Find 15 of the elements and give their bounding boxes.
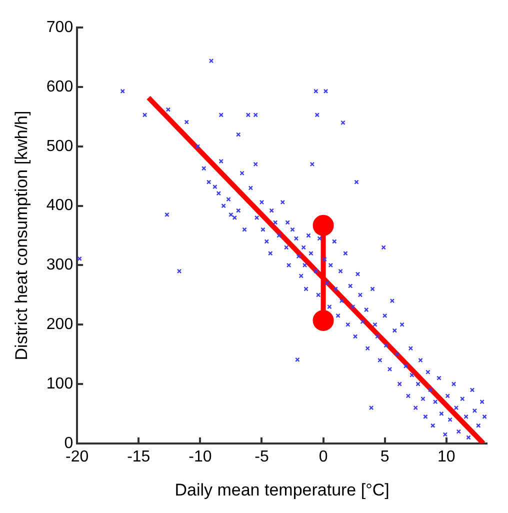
y-tick-label: 700: [46, 19, 74, 36]
x-tick-label: -10: [188, 448, 212, 466]
x-tick-label: 10: [437, 448, 456, 466]
y-tick-label: 200: [46, 316, 74, 334]
y-tick-label: 300: [46, 256, 74, 274]
x-tick-label: -15: [127, 448, 150, 466]
y-axis-title: District heat consumption [kwh/h]: [12, 110, 31, 360]
y-tick-label: 500: [46, 138, 74, 155]
y-tick-label: 400: [46, 197, 74, 214]
x-tick-label: 0: [318, 448, 328, 466]
x-axis-title: Daily mean temperature [°C]: [174, 480, 390, 500]
x-tick-label: 5: [380, 448, 390, 466]
y-tick-label: 600: [46, 78, 74, 96]
x-tick-label: -5: [254, 448, 269, 466]
y-tick-label: 100: [46, 375, 74, 392]
